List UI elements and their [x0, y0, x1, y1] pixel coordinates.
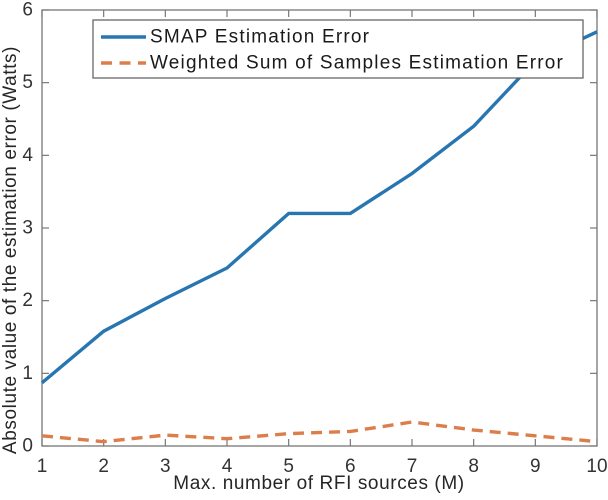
legend: SMAP Estimation Error Weighted Sum of Sa… — [92, 19, 584, 79]
y-tick-label: 2 — [22, 290, 33, 311]
x-tick-label: 8 — [468, 456, 479, 477]
legend-box — [92, 19, 584, 79]
x-tick-label: 1 — [37, 456, 48, 477]
y-tick-label: 4 — [22, 145, 33, 166]
x-tick-label: 5 — [283, 456, 294, 477]
x-tick-label: 9 — [530, 456, 541, 477]
x-tick-label: 2 — [98, 456, 109, 477]
series-line-0 — [40, 30, 598, 385]
x-tick-label: 4 — [222, 456, 233, 477]
y-tick-label: 5 — [22, 72, 33, 93]
y-tick-label: 0 — [22, 436, 33, 457]
legend-label-smap: SMAP Estimation Error — [150, 27, 370, 48]
series-lines — [40, 30, 598, 444]
y-axis-label: Absolute value of the estimation error (… — [0, 46, 21, 454]
y-tick-label: 1 — [22, 363, 33, 384]
y-tick-label: 6 — [22, 0, 33, 21]
x-axis-label: Max. number of RFI sources (M) — [173, 473, 464, 494]
legend-label-weighted-sum: Weighted Sum of Samples Estimation Error — [150, 53, 564, 74]
x-tick-label: 3 — [160, 456, 171, 477]
series-line-1 — [41, 420, 598, 444]
x-tick-label: 7 — [407, 456, 418, 477]
x-tick-label: 10 — [586, 456, 607, 477]
y-tick-label: 3 — [22, 218, 33, 239]
x-tick-label: 6 — [345, 456, 356, 477]
